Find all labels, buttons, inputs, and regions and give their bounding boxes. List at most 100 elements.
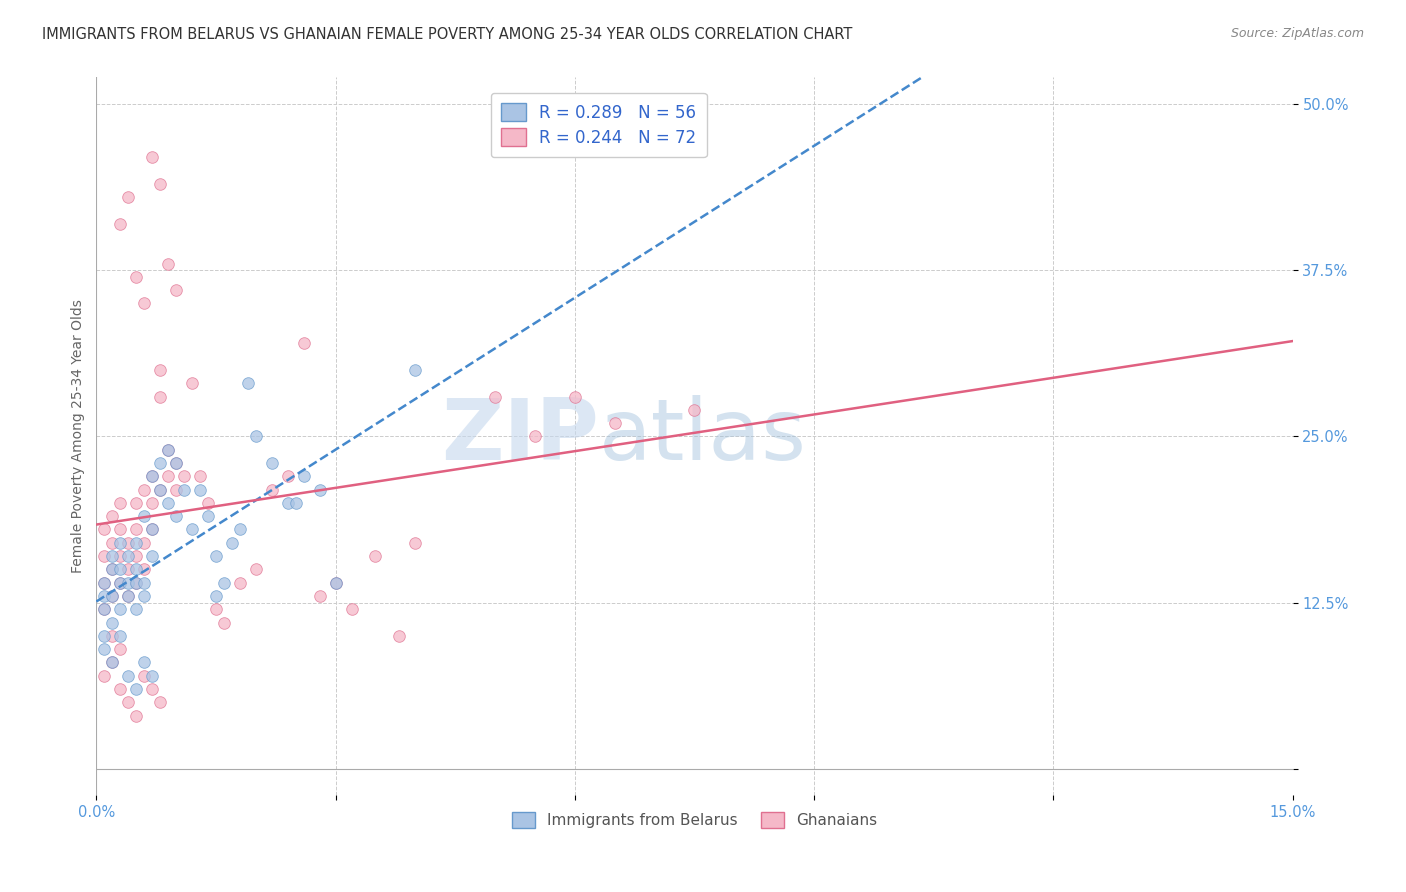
Point [245, 562, 267, 576]
Point [325, 575, 347, 590]
Point [284, 496, 307, 510]
Point [110, 629, 132, 643]
Point [101, 656, 124, 670]
Point [117, 535, 139, 549]
Point [117, 695, 139, 709]
Point [197, 496, 219, 510]
Point [165, 456, 187, 470]
Point [157, 469, 180, 483]
Point [125, 575, 148, 590]
Point [134, 562, 156, 576]
Point [101, 549, 124, 563]
Point [134, 669, 156, 683]
Point [110, 602, 132, 616]
Point [117, 669, 139, 683]
Point [134, 575, 156, 590]
Point [117, 562, 139, 576]
Point [117, 589, 139, 603]
Point [308, 589, 330, 603]
Point [149, 483, 172, 497]
Point [683, 402, 706, 417]
Point [260, 456, 283, 470]
Point [149, 695, 172, 709]
Point [165, 456, 187, 470]
Point [101, 656, 124, 670]
Point [93, 523, 115, 537]
Point [110, 642, 132, 657]
Point [101, 562, 124, 576]
Point [125, 549, 148, 563]
Point [188, 483, 211, 497]
Point [134, 509, 156, 524]
Point [165, 509, 187, 524]
Point [340, 602, 363, 616]
Point [101, 535, 124, 549]
Point [134, 535, 156, 549]
Point [93, 575, 115, 590]
Point [205, 549, 228, 563]
Point [125, 496, 148, 510]
Point [141, 150, 163, 164]
Point [117, 575, 139, 590]
Point [173, 469, 195, 483]
Point [205, 589, 228, 603]
Point [149, 390, 172, 404]
Point [603, 416, 626, 430]
Point [110, 217, 132, 231]
Point [117, 549, 139, 563]
Point [205, 602, 228, 616]
Point [125, 562, 148, 576]
Point [149, 456, 172, 470]
Point [93, 575, 115, 590]
Point [165, 483, 187, 497]
Point [277, 496, 299, 510]
Point [157, 442, 180, 457]
Text: Source: ZipAtlas.com: Source: ZipAtlas.com [1230, 27, 1364, 40]
Point [564, 390, 586, 404]
Point [523, 429, 546, 443]
Point [245, 429, 267, 443]
Point [149, 177, 172, 191]
Point [110, 523, 132, 537]
Point [292, 469, 315, 483]
Point [125, 681, 148, 696]
Point [388, 629, 411, 643]
Point [212, 575, 235, 590]
Point [141, 523, 163, 537]
Point [93, 669, 115, 683]
Point [308, 483, 330, 497]
Point [93, 589, 115, 603]
Point [141, 549, 163, 563]
Point [484, 390, 506, 404]
Point [125, 602, 148, 616]
Point [141, 469, 163, 483]
Point [229, 575, 252, 590]
Point [141, 469, 163, 483]
Point [404, 535, 426, 549]
Point [110, 575, 132, 590]
Point [134, 296, 156, 310]
Point [197, 509, 219, 524]
Point [325, 575, 347, 590]
Text: IMMIGRANTS FROM BELARUS VS GHANAIAN FEMALE POVERTY AMONG 25-34 YEAR OLDS CORRELA: IMMIGRANTS FROM BELARUS VS GHANAIAN FEMA… [42, 27, 852, 42]
Point [157, 256, 180, 270]
Point [157, 496, 180, 510]
Point [93, 602, 115, 616]
Point [110, 549, 132, 563]
Point [364, 549, 387, 563]
Point [292, 336, 315, 351]
Point [181, 523, 204, 537]
Point [125, 269, 148, 284]
Point [173, 483, 195, 497]
Text: atlas: atlas [599, 395, 807, 478]
Point [93, 629, 115, 643]
Point [404, 363, 426, 377]
Point [101, 629, 124, 643]
Point [117, 589, 139, 603]
Point [101, 509, 124, 524]
Point [141, 496, 163, 510]
Point [110, 575, 132, 590]
Point [101, 562, 124, 576]
Point [110, 562, 132, 576]
Point [165, 283, 187, 297]
